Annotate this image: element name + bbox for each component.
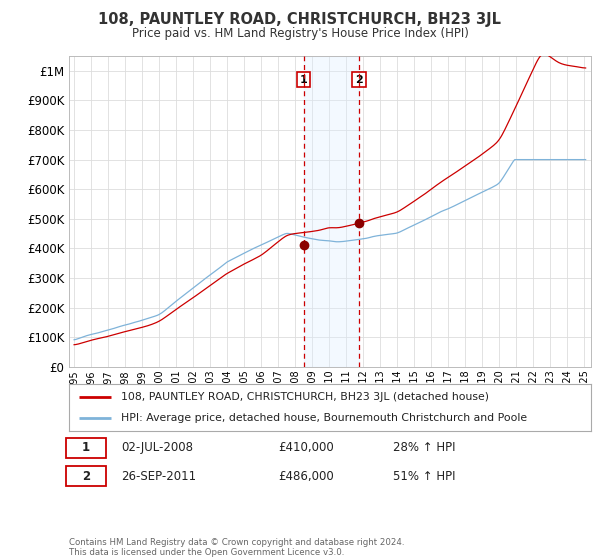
FancyBboxPatch shape — [67, 466, 106, 486]
Text: 1: 1 — [300, 74, 308, 85]
Text: 02-JUL-2008: 02-JUL-2008 — [121, 441, 193, 454]
FancyBboxPatch shape — [67, 438, 106, 458]
Text: £410,000: £410,000 — [278, 441, 334, 454]
Text: 108, PAUNTLEY ROAD, CHRISTCHURCH, BH23 3JL (detached house): 108, PAUNTLEY ROAD, CHRISTCHURCH, BH23 3… — [121, 392, 489, 402]
Text: 1: 1 — [82, 441, 90, 454]
Text: Price paid vs. HM Land Registry's House Price Index (HPI): Price paid vs. HM Land Registry's House … — [131, 27, 469, 40]
Text: Contains HM Land Registry data © Crown copyright and database right 2024.
This d: Contains HM Land Registry data © Crown c… — [69, 538, 404, 557]
Text: 2: 2 — [82, 470, 90, 483]
Text: 51% ↑ HPI: 51% ↑ HPI — [392, 470, 455, 483]
Text: HPI: Average price, detached house, Bournemouth Christchurch and Poole: HPI: Average price, detached house, Bour… — [121, 413, 527, 423]
Text: 108, PAUNTLEY ROAD, CHRISTCHURCH, BH23 3JL: 108, PAUNTLEY ROAD, CHRISTCHURCH, BH23 3… — [98, 12, 502, 27]
Text: 28% ↑ HPI: 28% ↑ HPI — [392, 441, 455, 454]
Text: £486,000: £486,000 — [278, 470, 334, 483]
Text: 2: 2 — [355, 74, 363, 85]
Text: 26-SEP-2011: 26-SEP-2011 — [121, 470, 196, 483]
Bar — [304, 56, 359, 367]
